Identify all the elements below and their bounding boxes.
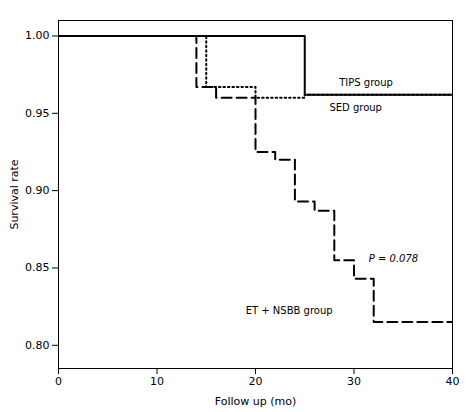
svg-text:SED group: SED group — [329, 102, 382, 113]
svg-text:Follow up (mo): Follow up (mo) — [215, 395, 296, 408]
svg-text:0.85: 0.85 — [25, 261, 50, 274]
svg-text:40: 40 — [446, 375, 460, 388]
svg-text:30: 30 — [347, 375, 361, 388]
svg-text:20: 20 — [249, 375, 263, 388]
svg-text:0.90: 0.90 — [25, 184, 50, 197]
svg-text:10: 10 — [150, 375, 164, 388]
svg-text:Survival rate: Survival rate — [8, 159, 21, 229]
svg-text:0.80: 0.80 — [25, 339, 50, 352]
svg-text:P = 0.078: P = 0.078 — [369, 253, 418, 264]
svg-text:0: 0 — [55, 375, 62, 388]
svg-text:0.95: 0.95 — [25, 107, 50, 120]
svg-text:ET + NSBB group: ET + NSBB group — [246, 305, 333, 316]
svg-text:TIPS group: TIPS group — [338, 77, 393, 88]
svg-text:1.00: 1.00 — [25, 29, 50, 42]
